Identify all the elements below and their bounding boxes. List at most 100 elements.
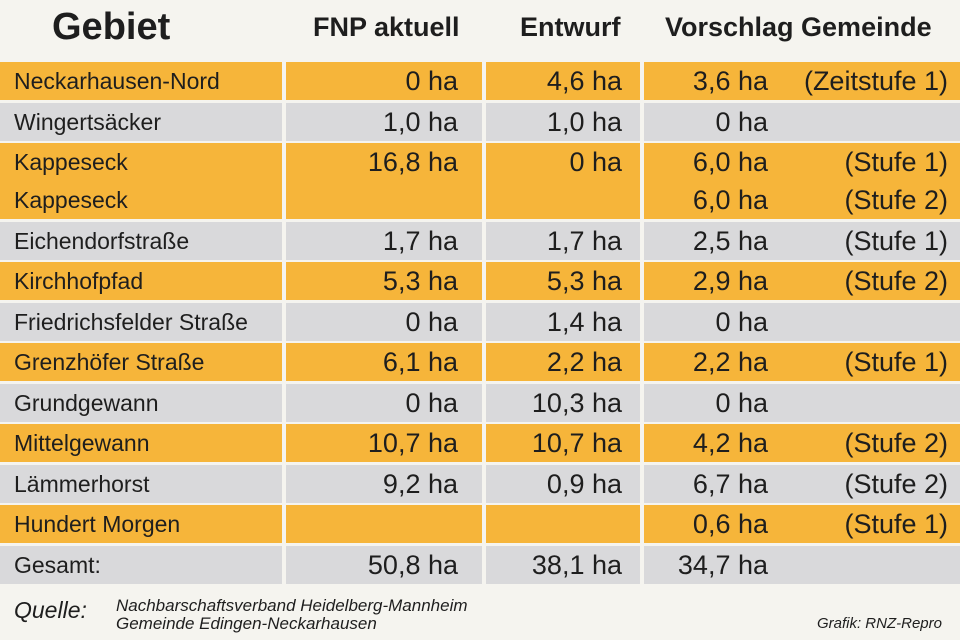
vorschlag-value: 2,5 ha xyxy=(692,225,768,256)
table-cell-bg xyxy=(286,545,482,584)
table-cell-bg xyxy=(0,505,282,543)
table-cell-bg xyxy=(286,505,482,543)
table-cell-bg xyxy=(286,262,482,300)
table-row: Kappeseck 16,8 ha 0 ha 6,0 ha (Stufe 1) Kappe… xyxy=(0,143,960,219)
table-cell-bg xyxy=(286,221,482,260)
table-header: Gebiet FNP aktuell Entwurf Vorschlag Gem… xyxy=(0,0,960,62)
table-cell-bg xyxy=(286,343,482,381)
entwurf-value: 10,3 ha xyxy=(531,387,622,418)
header-vorschlag-gemeinde: Vorschlag Gemeinde xyxy=(665,12,932,42)
table-cell-bg xyxy=(486,143,640,219)
source-label: Quelle: xyxy=(14,597,87,623)
table-cell-bg xyxy=(0,464,282,503)
entwurf-value: 5,3 ha xyxy=(546,266,622,296)
area-name: Friedrichsfelder Straße xyxy=(14,308,248,335)
table-line: Eichendorfstraße 1,7 ha 1,7 ha 2,5 ha (Stufe… xyxy=(0,222,960,260)
vorschlag-value: 3,6 ha xyxy=(692,66,768,96)
header-entwurf: Entwurf xyxy=(520,12,621,42)
header-gebiet: Gebiet xyxy=(52,6,171,48)
stage-note: (Stufe 1) xyxy=(844,225,948,256)
entwurf-value: 2,2 ha xyxy=(546,347,622,377)
table-cell-bg xyxy=(0,221,282,260)
vorschlag-value: 6,0 ha xyxy=(692,185,768,215)
table-cell-bg xyxy=(486,102,640,141)
stage-note: (Stufe 2) xyxy=(844,266,948,296)
vorschlag-value: 6,0 ha xyxy=(692,147,768,177)
table-row: Gesamt: 50,8 ha 38,1 ha 34,7 ha xyxy=(0,545,960,584)
table-row: Wingertsäcker 1,0 ha 1,0 ha 0 ha xyxy=(0,102,960,141)
table-cell-bg xyxy=(0,343,282,381)
area-name: Kappeseck xyxy=(14,149,128,175)
fnp-value: 1,0 ha xyxy=(382,106,458,137)
table-row: Neckarhausen-Nord 0 ha 4,6 ha 3,6 ha (Zeitst… xyxy=(0,62,960,100)
table-cell-bg xyxy=(644,302,960,341)
table-line: Kappeseck 6,0 ha (Stufe 2) xyxy=(0,181,960,219)
vorschlag-value: 0 ha xyxy=(715,306,768,337)
vorschlag-value: 6,7 ha xyxy=(692,468,768,499)
source-line-2: Gemeinde Edingen-Neckarhausen xyxy=(116,614,377,633)
table-row: Grundgewann 0 ha 10,3 ha 0 ha xyxy=(0,383,960,422)
table-line: Grenzhöfer Straße 6,1 ha 2,2 ha 2,2 ha (Stuf… xyxy=(0,343,960,381)
area-name: Grenzhöfer Straße xyxy=(14,349,205,375)
stage-note: (Stufe 1) xyxy=(844,509,948,539)
table-cell-bg xyxy=(486,343,640,381)
table-cell-bg xyxy=(286,383,482,422)
stage-note: (Stufe 2) xyxy=(844,428,948,458)
area-name: Lämmerhorst xyxy=(14,470,150,497)
table-cell-bg xyxy=(0,143,282,219)
area-name: Gesamt: xyxy=(14,551,101,578)
table-cell-bg xyxy=(644,424,960,462)
stage-note: (Zeitstufe 1) xyxy=(803,66,948,96)
source-footer: Quelle: Nachbarschaftsverband Heidelberg… xyxy=(0,594,960,640)
table-line: Grundgewann 0 ha 10,3 ha 0 ha xyxy=(0,384,960,422)
fnp-value: 0 ha xyxy=(405,66,458,96)
table-cell-bg xyxy=(644,221,960,260)
source-line-1: Nachbarschaftsverband Heidelberg-Mannhei… xyxy=(116,596,468,615)
vorschlag-value: 34,7 ha xyxy=(677,549,768,580)
table-cell-bg xyxy=(286,102,482,141)
fnp-value: 0 ha xyxy=(405,387,458,418)
vorschlag-value: 0 ha xyxy=(715,387,768,418)
area-name: Neckarhausen-Nord xyxy=(14,68,220,94)
table-cell-bg xyxy=(486,545,640,584)
stage-note: (Stufe 2) xyxy=(844,468,948,499)
area-name: Hundert Morgen xyxy=(14,511,181,537)
table-cell-bg xyxy=(486,221,640,260)
vorschlag-value: 0 ha xyxy=(715,106,768,137)
table-line: Lämmerhorst 9,2 ha 0,9 ha 6,7 ha (Stufe 2) xyxy=(0,465,960,503)
table-line: Wingertsäcker 1,0 ha 1,0 ha 0 ha xyxy=(0,103,960,141)
table-row: Lämmerhorst 9,2 ha 0,9 ha 6,7 ha (Stufe 2) xyxy=(0,464,960,503)
fnp-value: 16,8 ha xyxy=(367,147,458,177)
table-line: Friedrichsfelder Straße 0 ha 1,4 ha 0 ha xyxy=(0,303,960,341)
stage-note: (Stufe 1) xyxy=(844,147,948,177)
table-cell-bg xyxy=(0,383,282,422)
header-fnp-aktuell: FNP aktuell xyxy=(313,12,460,42)
table-cell-bg xyxy=(286,424,482,462)
table-cell-bg xyxy=(486,464,640,503)
entwurf-value: 4,6 ha xyxy=(546,66,622,96)
table-cell-bg xyxy=(644,143,960,219)
table-row: Friedrichsfelder Straße 0 ha 1,4 ha 0 ha xyxy=(0,302,960,341)
table-cell-bg xyxy=(0,545,282,584)
stage-note: (Stufe 1) xyxy=(844,347,948,377)
stage-note: (Stufe 2) xyxy=(844,185,948,215)
table-cell-bg xyxy=(644,383,960,422)
vorschlag-value: 0,6 ha xyxy=(692,509,768,539)
entwurf-value: 0,9 ha xyxy=(546,468,622,499)
table-cell-bg xyxy=(644,262,960,300)
vorschlag-value: 2,9 ha xyxy=(692,266,768,296)
table-cell-bg xyxy=(0,62,282,100)
fnp-value: 0 ha xyxy=(405,306,458,337)
entwurf-value: 1,7 ha xyxy=(546,225,622,256)
table-cell-bg xyxy=(0,424,282,462)
table-cell-bg xyxy=(644,343,960,381)
table-cell-bg xyxy=(644,102,960,141)
entwurf-value: 0 ha xyxy=(569,147,622,177)
fnp-value: 6,1 ha xyxy=(382,347,458,377)
graphic-credit: Grafik: RNZ-Repro xyxy=(816,615,942,632)
table-row: Eichendorfstraße 1,7 ha 1,7 ha 2,5 ha (Stufe… xyxy=(0,221,960,260)
entwurf-value: 1,4 ha xyxy=(546,306,622,337)
vorschlag-value: 4,2 ha xyxy=(692,428,768,458)
table-row: Kirchhofpfad 5,3 ha 5,3 ha 2,9 ha (Stufe 2) xyxy=(0,262,960,300)
table-cell-bg xyxy=(486,62,640,100)
